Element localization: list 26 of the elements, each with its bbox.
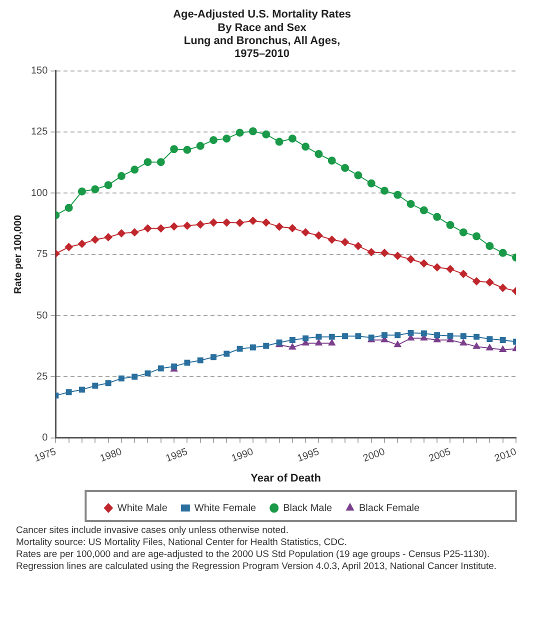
x-tick-label: 2005 — [428, 446, 453, 465]
legend-label: Black Male — [283, 502, 332, 514]
y-axis-title: Rate per 100,000 — [12, 214, 24, 294]
x-tick-label: 1990 — [230, 446, 256, 465]
x-tick-label: 2000 — [362, 446, 387, 465]
y-tick-label: 75 — [36, 249, 48, 260]
x-tick-label: 2010 — [493, 446, 518, 465]
x-tick-label: 1985 — [164, 446, 190, 465]
y-tick-label: 125 — [30, 126, 48, 138]
x-tick-label: 1975 — [33, 446, 58, 465]
y-tick-label: 50 — [36, 310, 48, 322]
legend-label: Black Female — [359, 502, 420, 514]
text: Mortality source: US Mortality Files, National Center for Health Statistics, CDC. — [16, 537, 348, 549]
chart-title: Age-Adjusted U.S. Mortality Rates By Race and Sex — [173, 8, 351, 34]
x-tick-label: 1995 — [296, 446, 322, 465]
text: Cancer sites include invasive cases only unless otherwise noted. — [16, 525, 290, 537]
x-axis-title: Year of Death — [250, 472, 322, 484]
y-tick-label: 25 — [36, 371, 48, 382]
legend-label: White Male — [117, 502, 168, 514]
y-tick-label: 100 — [30, 188, 48, 199]
x-tick-label: 1980 — [98, 446, 124, 465]
text: Rates are per 100,000 and are age-adjusted to the 2000 US Std Population (19 age groups - Census P25-1130). Regression lines are calculated using the Regression Program Version 4.0.3, April 2013, National Cancer Institute. — [16, 549, 498, 573]
legend-label: White Female — [194, 502, 257, 514]
chart-subtitle: Lung and Bronchus, All Ages, 1975–2010 — [184, 35, 340, 60]
y-tick-label: 0 — [42, 432, 48, 444]
y-tick-label: 150 — [30, 66, 48, 77]
